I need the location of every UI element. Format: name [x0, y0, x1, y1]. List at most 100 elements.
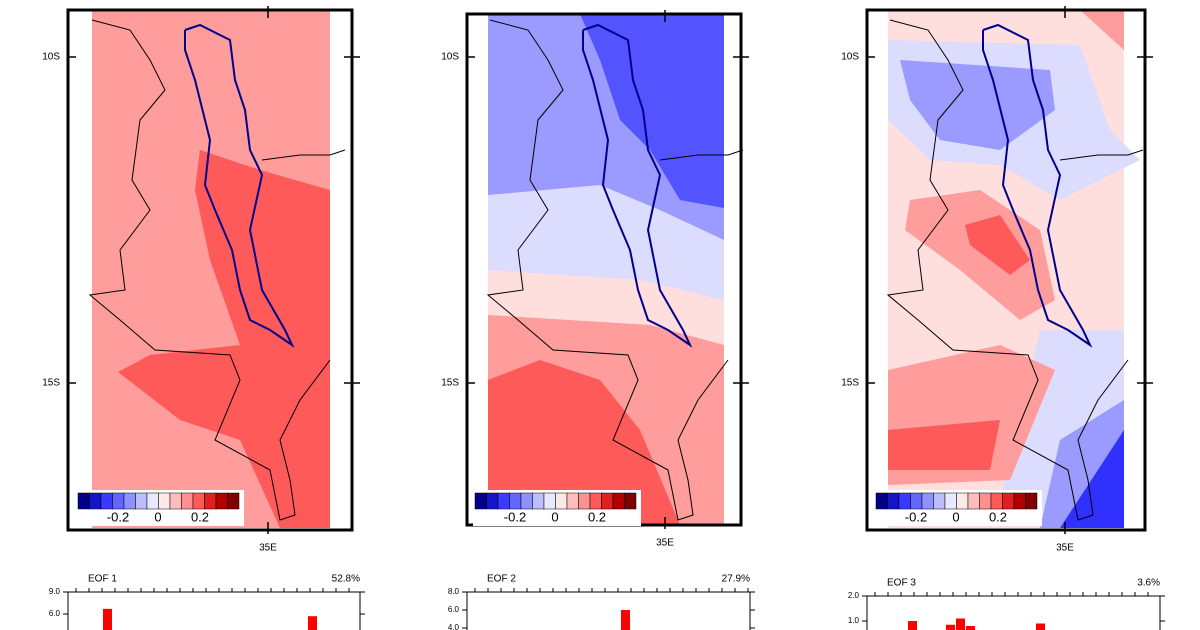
- colorbar-label: 0.2: [989, 509, 1007, 524]
- eof-timeseries: EOF 2 27.9% 8.0 6.0 4.0: [448, 574, 755, 630]
- eof-title: EOF 2: [487, 574, 516, 585]
- colorbar-swatch: [566, 492, 579, 510]
- colorbar-swatch: [123, 492, 136, 510]
- map-panel: 10S 15S 35E -0.2 0 0.2: [441, 10, 749, 549]
- bar: [956, 618, 965, 630]
- colorbar-swatch: [192, 492, 205, 510]
- plot-frame: [866, 595, 1161, 630]
- eof-timeseries: EOF 1 52.8% 9.0 6.0: [49, 574, 365, 630]
- lake-outline: [982, 23, 1093, 348]
- colorbar-label: 0: [154, 509, 161, 524]
- country-border: [659, 149, 744, 161]
- colorbar-label: -0.2: [504, 509, 526, 524]
- country-border: [261, 149, 346, 161]
- colorbar-swatch: [555, 492, 568, 510]
- colorbar-swatch: [169, 492, 182, 510]
- eof-variance: 27.9%: [722, 574, 750, 585]
- colorbar-swatch: [543, 492, 556, 510]
- country-border: [1059, 149, 1144, 161]
- bar: [946, 624, 955, 630]
- colorbar-swatch: [589, 492, 602, 510]
- colorbar-swatch: [887, 492, 900, 510]
- colorbar-swatch: [944, 492, 957, 510]
- colorbar-swatch: [921, 492, 934, 510]
- eof-timeseries: EOF 3 3.6% 2.0 1.0: [848, 578, 1165, 630]
- bar: [1036, 623, 1045, 630]
- y-tick-label: 6.0: [448, 605, 460, 614]
- plot-frame: [466, 591, 751, 630]
- country-border: [486, 19, 729, 521]
- colorbar-swatch: [601, 492, 614, 510]
- lat-label: 10S: [841, 52, 859, 63]
- lon-label: 35E: [1056, 543, 1074, 554]
- lat-label: 10S: [42, 52, 60, 63]
- contour-fill: [488, 270, 724, 345]
- y-tick-label: 9.0: [49, 587, 61, 596]
- colorbar-swatch: [158, 492, 171, 510]
- y-tick-label: 8.0: [448, 587, 460, 596]
- bar: [908, 621, 917, 630]
- y-tick-label: 1.0: [848, 616, 860, 625]
- colorbar-swatch: [474, 492, 487, 510]
- eof-title: EOF 1: [88, 574, 117, 585]
- y-tick-label: 6.0: [49, 609, 61, 618]
- colorbar-swatch: [898, 492, 911, 510]
- colorbar-swatch: [497, 492, 510, 510]
- colorbar-label: -0.2: [107, 509, 129, 524]
- colorbar: -0.2 0 0.2: [76, 490, 244, 526]
- colorbar-swatch: [100, 492, 113, 510]
- colorbar-swatch: [520, 492, 533, 510]
- colorbar-swatch: [1013, 492, 1026, 510]
- contour-fill: [488, 185, 724, 300]
- lat-label: 10S: [441, 52, 459, 63]
- map-panel: 10S 15S 35E -0.2 0 0.2: [42, 6, 360, 554]
- contour-fill: [888, 420, 1000, 470]
- eof-variance: 52.8%: [332, 574, 360, 585]
- y-tick-label: 2.0: [848, 591, 860, 600]
- colorbar-swatch: [933, 492, 946, 510]
- contour-fill: [488, 360, 680, 525]
- bar: [621, 610, 630, 630]
- colorbar-label: -0.2: [905, 509, 927, 524]
- contour-fill: [965, 215, 1030, 275]
- colorbar-swatch: [910, 492, 923, 510]
- colorbar-swatch: [89, 492, 102, 510]
- colorbar-swatch: [509, 492, 522, 510]
- colorbar-swatch: [578, 492, 591, 510]
- lat-label: 15S: [42, 378, 60, 389]
- colorbar-swatch: [875, 492, 888, 510]
- map-frame: [66, 8, 354, 532]
- colorbar: -0.2 0 0.2: [473, 490, 641, 526]
- eof-title: EOF 3: [887, 578, 916, 589]
- colorbar-swatch: [486, 492, 499, 510]
- bar: [103, 608, 112, 630]
- colorbar-swatch: [135, 492, 148, 510]
- colorbar-swatch: [532, 492, 545, 510]
- y-tick-label: 4.0: [448, 623, 460, 630]
- colorbar-swatch: [967, 492, 980, 510]
- colorbar-swatch: [204, 492, 217, 510]
- country-border: [88, 19, 331, 521]
- map-frame: [865, 8, 1147, 532]
- colorbar-label: 0: [551, 509, 558, 524]
- colorbar-swatch: [181, 492, 194, 510]
- colorbar-swatch: [146, 492, 159, 510]
- contour-fill: [1080, 10, 1124, 50]
- contour-fill: [900, 60, 1055, 150]
- colorbar-swatch: [990, 492, 1003, 510]
- colorbar-swatch: [77, 492, 90, 510]
- lat-label: 15S: [441, 378, 459, 389]
- colorbar-label: 0.2: [191, 509, 209, 524]
- colorbar: -0.2 0 0.2: [874, 490, 1042, 526]
- lon-label: 35E: [259, 543, 277, 554]
- bar: [308, 616, 317, 630]
- colorbar-swatch: [612, 492, 625, 510]
- colorbar-label: 0: [952, 509, 959, 524]
- lat-label: 15S: [841, 378, 859, 389]
- contour-fill: [580, 14, 724, 208]
- plot-frame: [67, 591, 361, 630]
- eof-variance: 3.6%: [1137, 578, 1160, 589]
- contour-fill: [1060, 430, 1124, 528]
- colorbar-swatch: [215, 492, 228, 510]
